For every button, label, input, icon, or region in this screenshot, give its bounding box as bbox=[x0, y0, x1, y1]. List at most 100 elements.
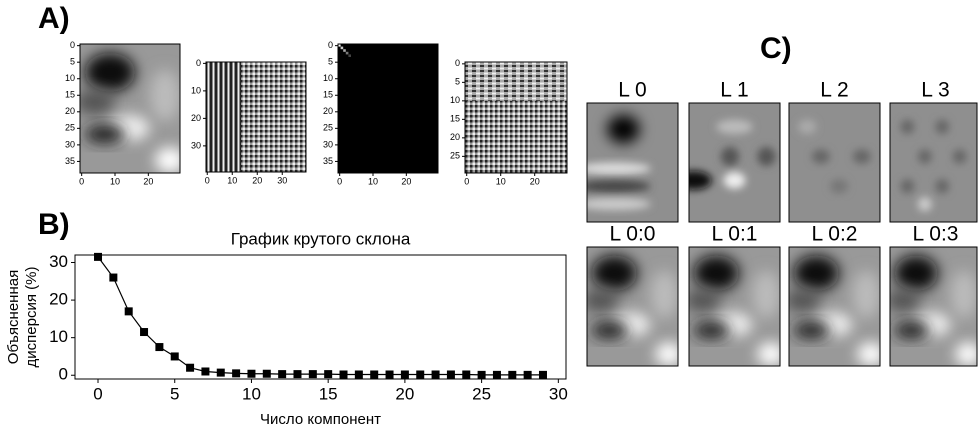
x-tick-label: 0 bbox=[337, 176, 342, 186]
y-tick-label: 20 bbox=[65, 106, 75, 116]
series-line bbox=[97, 256, 543, 376]
x-tick-label: 10 bbox=[110, 176, 120, 186]
y-tick-label: 25 bbox=[323, 123, 333, 133]
image-texture bbox=[206, 62, 241, 172]
y-tick-label: 0 bbox=[70, 40, 75, 50]
y-tick-label: 5 bbox=[70, 57, 75, 67]
image-pixel bbox=[338, 44, 341, 47]
point bbox=[538, 370, 547, 379]
point bbox=[492, 370, 501, 379]
image-blob bbox=[693, 255, 740, 292]
x-tick-label: 0 bbox=[93, 384, 102, 403]
image-blob bbox=[917, 197, 932, 212]
image-blob bbox=[693, 321, 730, 339]
y-tick-label: 30 bbox=[323, 139, 333, 149]
y-tick-label: 15 bbox=[323, 90, 333, 100]
image-blob bbox=[798, 119, 817, 134]
image-blob bbox=[935, 119, 950, 134]
image bbox=[789, 247, 880, 366]
point bbox=[232, 369, 241, 378]
image-blob bbox=[80, 89, 115, 115]
image-frame bbox=[337, 43, 439, 174]
image-blob bbox=[852, 270, 880, 319]
image bbox=[80, 44, 180, 173]
image-bg bbox=[890, 103, 977, 222]
point bbox=[109, 273, 118, 282]
x-tick-label: 20 bbox=[401, 176, 411, 186]
x-tick-label: 30 bbox=[277, 175, 287, 185]
component-title: L 0:1 bbox=[712, 223, 758, 246]
image-blob bbox=[955, 342, 977, 366]
image bbox=[587, 247, 678, 366]
image-blob bbox=[150, 69, 180, 122]
image bbox=[465, 62, 567, 173]
image-blob bbox=[689, 170, 712, 190]
point bbox=[324, 370, 333, 379]
x-tick-label: 0 bbox=[205, 175, 210, 185]
image-blob bbox=[650, 270, 678, 319]
image-blob bbox=[894, 321, 930, 339]
x-tick-label: 10 bbox=[242, 384, 261, 403]
panel-label: B) bbox=[38, 208, 70, 241]
y-tick-label: 30 bbox=[49, 252, 68, 271]
image-texture bbox=[241, 62, 306, 172]
component-title: L 2 bbox=[820, 79, 848, 102]
image bbox=[689, 247, 780, 366]
x-tick-label: 5 bbox=[170, 384, 179, 403]
x-tick-label: 10 bbox=[227, 175, 237, 185]
image-blob bbox=[789, 288, 821, 313]
image-blob bbox=[591, 255, 638, 292]
y-tick-label: 10 bbox=[49, 327, 68, 346]
y-tick-label: 10 bbox=[323, 73, 333, 83]
y-tick-label: 15 bbox=[65, 90, 75, 100]
y-tick-label: 25 bbox=[65, 123, 75, 133]
image-blob bbox=[950, 270, 977, 319]
point bbox=[155, 343, 164, 352]
point bbox=[385, 370, 394, 379]
point bbox=[247, 369, 256, 378]
y-tick-label: 5 bbox=[328, 57, 333, 67]
y-tick-label: 30 bbox=[191, 140, 201, 150]
point bbox=[201, 367, 210, 376]
image-blob bbox=[752, 270, 780, 319]
x-tick-label: 20 bbox=[143, 176, 153, 186]
plot-frame bbox=[74, 254, 567, 380]
x-tick-label: 0 bbox=[464, 176, 469, 186]
x-tick-label: 20 bbox=[530, 176, 540, 186]
component-title: L 0:0 bbox=[610, 223, 656, 246]
point bbox=[262, 369, 271, 378]
point bbox=[370, 370, 379, 379]
x-axis-label: Число компонент bbox=[260, 411, 381, 428]
y-axis-label: Объясненная bbox=[5, 270, 22, 364]
image-blob bbox=[607, 114, 640, 144]
image-blob bbox=[723, 172, 746, 189]
y-tick-label: 10 bbox=[450, 95, 460, 105]
x-tick-label: 20 bbox=[252, 175, 262, 185]
image-blob bbox=[900, 119, 915, 134]
image-blob bbox=[952, 149, 967, 164]
image-frame bbox=[788, 102, 881, 223]
y-tick-label: 35 bbox=[65, 156, 75, 166]
y-tick-label: 20 bbox=[191, 113, 201, 123]
x-tick-label: 20 bbox=[395, 384, 414, 403]
y-tick-label: 10 bbox=[65, 73, 75, 83]
point bbox=[278, 370, 287, 379]
component-title: L 1 bbox=[720, 79, 748, 102]
y-tick-label: 20 bbox=[49, 290, 68, 309]
y-tick-label: 30 bbox=[65, 139, 75, 149]
image bbox=[890, 247, 977, 366]
image-blob bbox=[587, 162, 651, 175]
image-frame bbox=[464, 61, 568, 174]
image-frame bbox=[889, 102, 978, 223]
y-tick-label: 20 bbox=[450, 132, 460, 142]
panel-label: A) bbox=[38, 2, 70, 35]
point bbox=[140, 328, 149, 337]
image-blob bbox=[857, 342, 880, 366]
x-tick-label: 10 bbox=[496, 176, 506, 186]
image-blob bbox=[591, 321, 628, 339]
image-blob bbox=[757, 342, 780, 366]
point bbox=[186, 363, 195, 372]
image-blob bbox=[716, 119, 753, 134]
image-pixel bbox=[345, 51, 349, 55]
